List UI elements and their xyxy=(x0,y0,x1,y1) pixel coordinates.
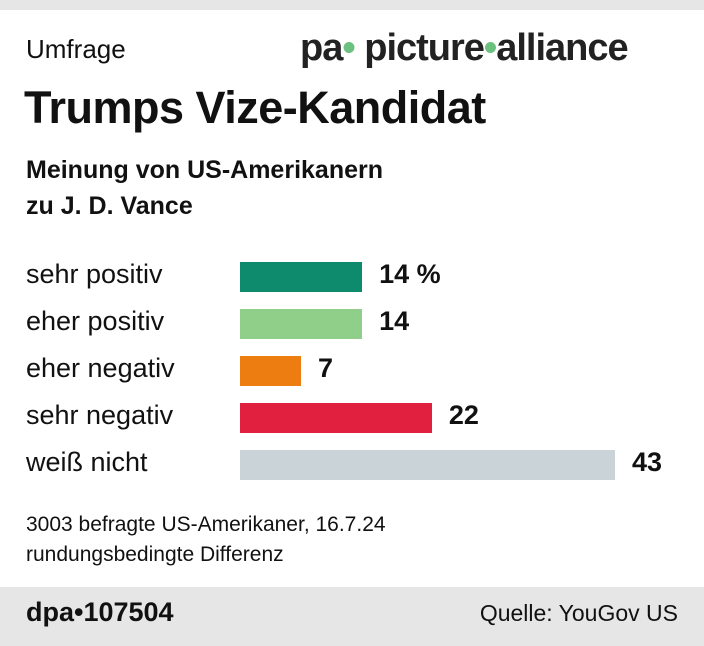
category-label: sehr positiv xyxy=(26,259,163,289)
category-label: eher positiv xyxy=(26,306,165,336)
category-label: sehr negativ xyxy=(26,400,174,430)
bar xyxy=(240,356,302,386)
footer xyxy=(0,587,704,646)
value-label: 7 xyxy=(318,353,334,383)
chart-title: Trumps Vize-Kandidat xyxy=(24,82,486,133)
bar xyxy=(240,403,432,433)
note-sample: 3003 befragte US-Amerikaner, 16.7.24 xyxy=(26,513,386,536)
kicker: Umfrage xyxy=(26,34,126,64)
category-label: eher negativ xyxy=(26,353,175,383)
bar xyxy=(240,262,363,292)
watermark: pa• picture•alliance xyxy=(300,27,629,69)
subtitle-line-2: zu J. D. Vance xyxy=(26,192,193,220)
chart-subtitle: Meinung von US-Amerikanern zu J. D. Vanc… xyxy=(26,152,383,224)
value-label: 43 xyxy=(632,447,663,477)
value-label: 14 % xyxy=(379,259,441,289)
subtitle-line-1: Meinung von US-Amerikanern xyxy=(26,156,383,184)
value-label: 14 xyxy=(379,306,410,336)
note-rounding: rundungsbedingte Differenz xyxy=(26,543,284,566)
bar xyxy=(240,450,615,480)
dpa-brand: dpa•107504 xyxy=(26,597,174,627)
graphic-card xyxy=(0,10,704,587)
value-label: 22 xyxy=(448,400,479,430)
source: Quelle: YouGov US xyxy=(479,600,678,626)
category-label: weiß nicht xyxy=(26,447,148,477)
bar xyxy=(240,309,363,339)
top-band xyxy=(0,0,704,10)
